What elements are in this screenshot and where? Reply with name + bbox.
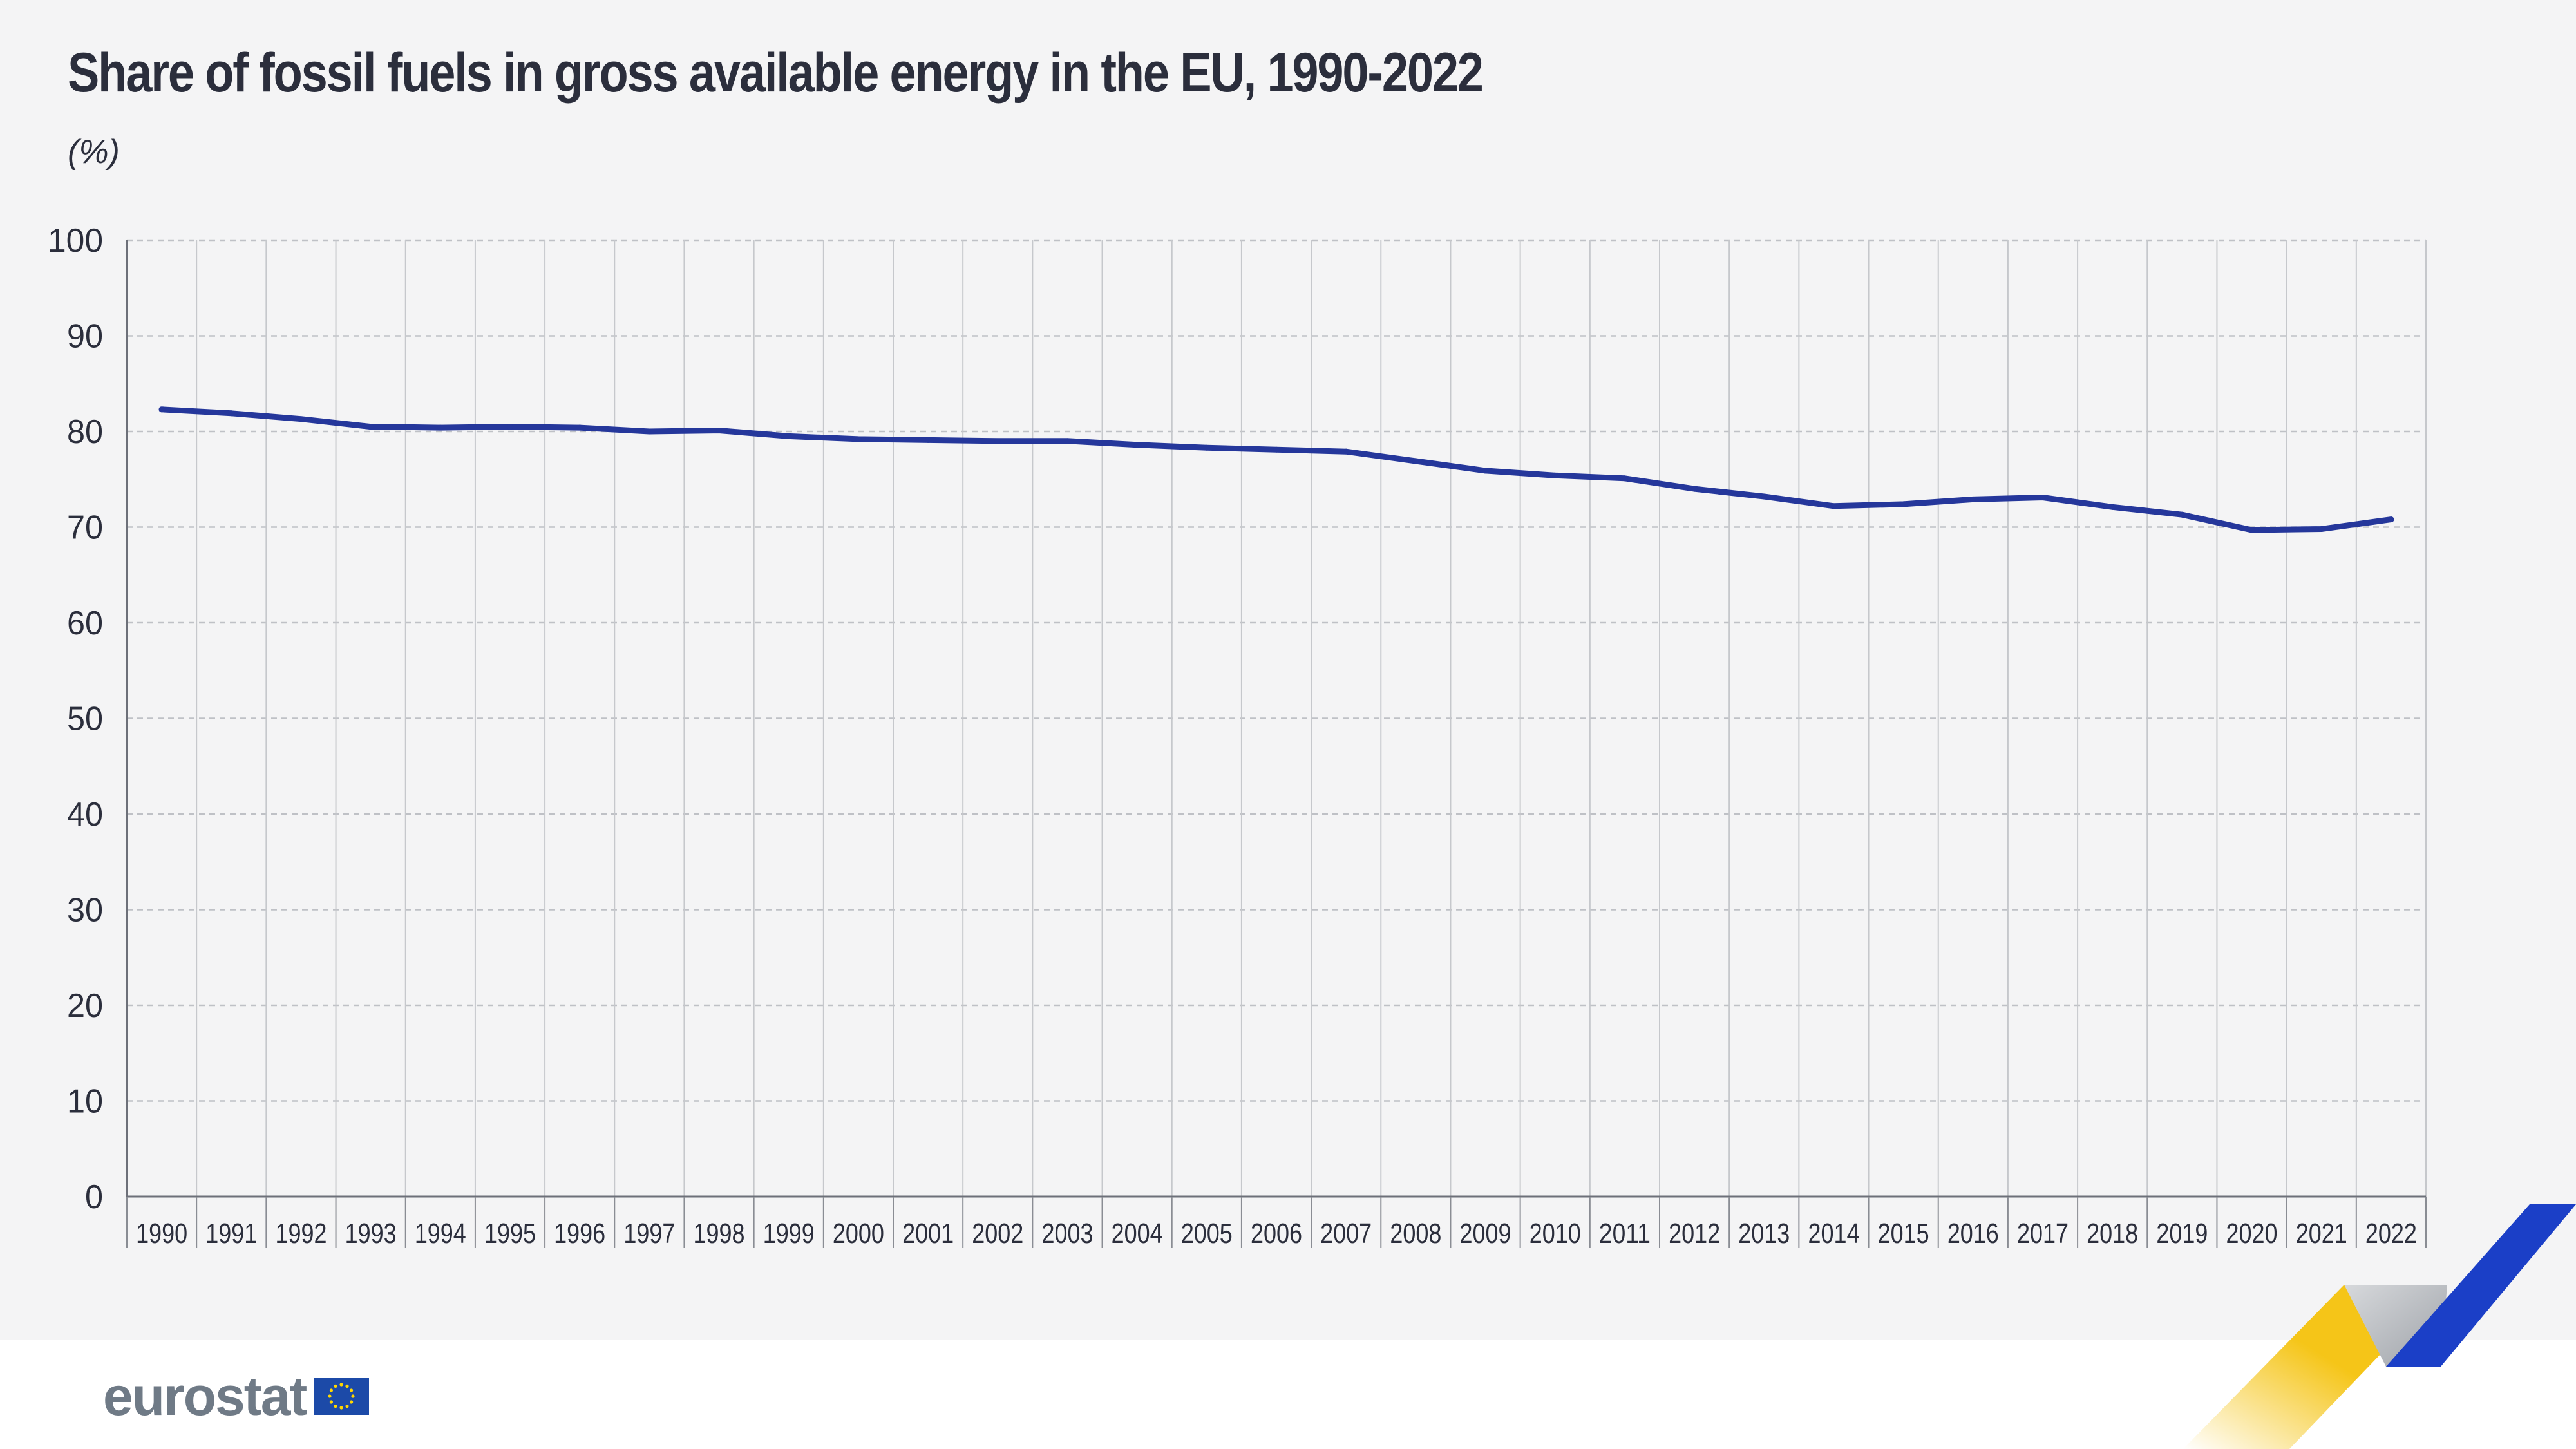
x-tick-label: 2003 [1041,1218,1093,1249]
data-point [2040,494,2046,500]
data-point [2249,527,2255,533]
data-point [1622,475,1628,482]
flag-star [350,1400,354,1404]
x-tick-label: 2009 [1460,1218,1511,1249]
x-tick-label: 2006 [1251,1218,1302,1249]
x-tick-label: 2005 [1181,1218,1233,1249]
data-point [925,437,931,443]
data-point [855,436,862,442]
x-tick-label: 2013 [1738,1218,1790,1249]
flag-star [328,1394,332,1398]
flag-star [350,1388,354,1392]
data-point [1482,468,1489,474]
flag-star [330,1400,334,1404]
data-point [2388,516,2394,523]
chart-unit-label: (%) [68,133,120,171]
x-tick-label: 2018 [2087,1218,2138,1249]
data-point [1900,501,1907,507]
x-tick-label: 2010 [1530,1218,1581,1249]
ribbon-blue [2386,1204,2576,1367]
data-point [1761,493,1767,500]
data-point [994,438,1001,444]
data-point [2179,511,2185,518]
y-tick-label: 90 [67,318,103,355]
data-point [1343,448,1349,455]
data-point [786,433,792,439]
eurostat-logo: eurostat [103,1364,370,1428]
data-point [2318,526,2325,532]
x-tick-label: 2020 [2226,1218,2278,1249]
x-tick-label: 2008 [1390,1218,1441,1249]
data-point [1412,458,1419,464]
x-tick-label: 2007 [1320,1218,1372,1249]
x-tick-label: 2000 [833,1218,884,1249]
y-tick-label: 20 [67,987,103,1025]
data-point [716,428,723,434]
data-point [368,424,374,430]
x-tick-label: 2002 [972,1218,1023,1249]
flag-star [334,1384,338,1388]
y-tick-label: 30 [67,892,103,929]
x-tick-label: 1990 [136,1218,187,1249]
x-tick-label: 2019 [2156,1218,2208,1249]
y-tick-label: 70 [67,509,103,547]
data-point [1134,442,1141,448]
x-tick-label: 1995 [484,1218,536,1249]
x-tick-label: 2012 [1669,1218,1720,1249]
eu-flag-icon [314,1378,370,1415]
x-tick-label: 1998 [694,1218,745,1249]
y-tick-label: 0 [85,1179,103,1216]
data-point [507,424,513,430]
x-tick-label: 1999 [763,1218,815,1249]
data-point [1204,444,1210,451]
y-tick-label: 40 [67,796,103,833]
y-tick-label: 50 [67,701,103,738]
data-point [1064,438,1070,444]
x-tick-label: 2014 [1808,1218,1859,1249]
data-point [437,424,444,431]
y-tick-label: 100 [48,222,103,260]
data-point [2109,504,2116,510]
x-tick-label: 1994 [415,1218,466,1249]
data-point [1273,446,1280,453]
y-tick-label: 80 [67,413,103,451]
data-point [298,416,304,422]
data-point [576,424,583,431]
x-tick-label: 1993 [345,1218,397,1249]
flag-star [345,1404,350,1408]
x-tick-label: 2011 [1599,1218,1651,1249]
flag-star [330,1388,334,1392]
y-tick-label: 60 [67,605,103,642]
footer-band [0,1340,2576,1449]
x-tick-label: 2015 [1878,1218,1929,1249]
x-tick-label: 1991 [205,1218,257,1249]
x-tick-label: 2021 [2296,1218,2347,1249]
y-tick-label: 10 [67,1083,103,1121]
flag-star [351,1394,355,1398]
x-tick-label: 2001 [902,1218,954,1249]
eurostat-wordmark: eurostat [103,1365,307,1426]
x-tick-label: 2004 [1112,1218,1163,1249]
flag-star [345,1384,350,1388]
x-tick-label: 2017 [2017,1218,2069,1249]
data-point [1830,503,1837,509]
x-tick-label: 2022 [2365,1218,2417,1249]
data-point [228,410,234,417]
x-tick-label: 1996 [554,1218,605,1249]
flag-star [339,1383,344,1387]
chart-title: Share of fossil fuels in gross available… [68,42,1484,104]
flag-star [334,1404,338,1408]
flag-star [339,1406,344,1410]
data-point [1552,472,1558,478]
x-tick-label: 1992 [275,1218,327,1249]
data-point [158,406,165,413]
x-tick-label: 1997 [623,1218,675,1249]
data-point [1691,486,1698,492]
x-tick-label: 2016 [1947,1218,1999,1249]
line-chart: 0 10 20 30 40 50 60 70 80 90 100 1990 1991 1992 1993 19… [48,222,2427,1249]
data-point [1970,496,1976,502]
data-point [646,428,652,435]
